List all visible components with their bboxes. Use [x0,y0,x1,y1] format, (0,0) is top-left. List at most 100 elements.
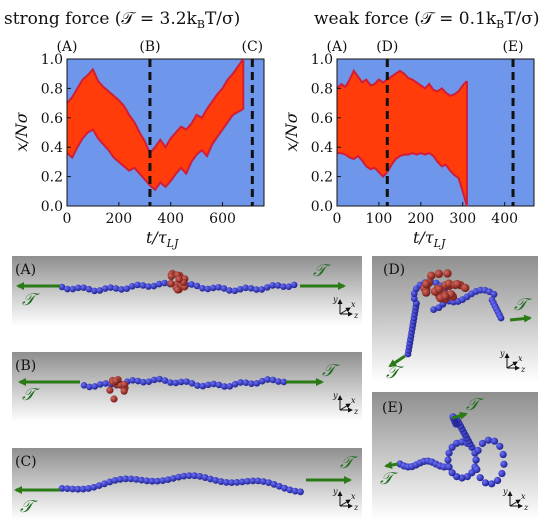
bead-blue [116,475,124,483]
bead-blue [210,380,217,388]
bead-blue [242,379,250,386]
bead-blue [215,283,222,291]
bead-blue [445,463,453,471]
bead-blue [143,477,151,485]
bead-blue [204,285,212,293]
bead-blue [444,456,452,464]
x-axis-label: t/τLJ [413,228,446,250]
bead-blue [209,284,217,292]
bead-blue [161,377,169,384]
bead-blue [69,285,77,293]
bead-blue [150,376,158,384]
bead-blue [107,284,114,291]
bead-blue [63,485,71,493]
bead-blue [410,295,418,302]
force-arrow-left [384,461,399,469]
bead-blue [64,285,71,293]
bead-blue [101,285,109,292]
bead-blue [169,474,177,482]
x-tick-label: 0 [63,211,72,227]
bead-blue [91,383,99,390]
bead-blue [496,442,504,450]
bead-blue [490,437,499,445]
bead-blue [258,286,266,293]
marker-lines: (A) (B) (C) [56,39,263,206]
bead-blue [159,477,167,485]
bead-blue [476,474,484,482]
marker-label: (B) [139,39,160,55]
bead-blue [154,477,161,485]
bead-blue [201,474,209,481]
axes-triad: y x z [332,295,359,320]
bead-blue [242,284,249,292]
bead-blue [183,378,190,385]
bead-red [426,271,436,281]
bead-blue [207,475,214,483]
bead-blue [269,376,277,384]
bead-blue [180,472,188,480]
snapshot-label: (B) [15,358,36,374]
bead-blue [285,283,293,290]
bead-blue [58,484,66,492]
y-axis-label: x/Nσ [282,111,301,151]
bead-blue [231,380,239,388]
bead-blue [188,380,196,387]
bead-blue [493,476,502,485]
bead-blue [435,304,443,312]
bead-blue [275,378,282,385]
marker-label: (D) [376,39,398,55]
bead-blue [145,378,153,385]
bead-blue [96,381,104,388]
svg-text:z: z [353,503,359,512]
bead-blue [430,306,438,314]
svg-text:x: x [351,396,356,405]
bead-blue [291,487,299,495]
bead-blue [484,436,492,444]
bead-red [443,269,452,278]
bead-red [421,279,431,289]
snapshot-e: (E) 𝒯 𝒯 y x z [372,392,538,520]
polymer-chain [58,269,298,295]
bead-red [120,380,129,389]
snapshot-b: (B) 𝒯 𝒯 y x z [12,352,362,422]
bead-blue [172,379,180,387]
axes-triad: y x z [502,487,529,512]
polymer-chain [58,472,304,496]
y-tick-label: 0.0 [311,199,333,215]
bead-blue [79,485,87,493]
x-ticks: 0 200 400 600 [63,202,236,227]
bead-red [167,272,175,281]
force-arrow-right [451,411,468,420]
chart-strong-force: (A) (B) (C) 0 200 400 600 0.00.20.40.60.81.0 … [12,39,265,250]
x-tick-label: 0 [333,211,342,227]
bead-blue [102,380,109,387]
bead-blue [69,485,76,493]
bead-red [175,275,183,283]
bead-red [167,280,175,288]
bead-blue [204,381,212,389]
bead-blue [222,478,230,486]
chart-weak-force: (A) (D) (E) 0 100 200 300 400 0.0 0.2 0.4 0.6 0.8 1… [282,39,535,250]
bead-blue [270,480,278,488]
bead-red [120,387,128,395]
snapshot-d: (D) 𝒯 𝒯 y x z [372,256,538,383]
y-tick-label: 0.8 [311,81,333,97]
bead-blue [490,290,498,298]
bead-blue [150,282,158,290]
bead-blue [167,379,174,386]
bead-blue [488,480,496,488]
y-tick-label: 0.6 [41,111,63,127]
bead-blue [280,378,288,386]
y-tick-label: 1.0 [41,52,63,68]
bead-blue [249,477,257,485]
x-tick-label: 600 [209,211,236,227]
marker-label: (E) [502,39,523,55]
bead-blue [474,446,482,455]
bead-red [174,286,182,294]
axes-triad: y x z [332,391,359,416]
bead-blue [499,450,507,459]
bead-blue [101,480,108,488]
bead-blue [221,383,228,390]
bead-blue [134,377,142,385]
